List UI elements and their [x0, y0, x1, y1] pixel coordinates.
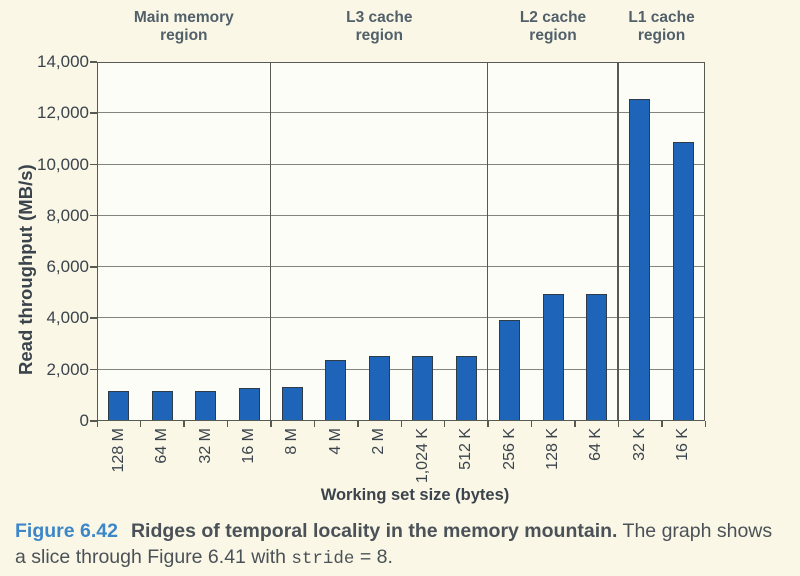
- x-tick-mark: [96, 421, 98, 427]
- x-label-16M: 16 M: [240, 428, 257, 464]
- y-tick-mark: [90, 163, 97, 166]
- gridline-12000: [98, 112, 704, 114]
- y-tick-label-2000: 2,000: [46, 359, 89, 379]
- caption-text-1: The graph shows: [622, 520, 773, 542]
- y-tick-label-4000: 4,000: [46, 308, 89, 328]
- x-label-64M: 64 M: [153, 428, 171, 464]
- gridline-4000: [98, 317, 704, 319]
- x-label-8M: 8 M: [283, 428, 301, 455]
- y-tick-label-0: 0: [79, 411, 89, 430]
- plot-area: [97, 62, 705, 421]
- gridline-2000: [98, 368, 704, 370]
- x-label-128K: 128 K: [544, 428, 561, 470]
- y-tick-mark: [90, 368, 97, 371]
- region-header-l1-cache: L1 cache region: [628, 9, 695, 44]
- bar-128M: [108, 390, 130, 420]
- caption-line-1: Figure 6.42 Ridges of temporal locality i…: [15, 518, 790, 544]
- x-label-4M: 4 M: [326, 428, 344, 455]
- figure-caption: Figure 6.42 Ridges of temporal locality i…: [15, 518, 790, 572]
- caption-line-2: a slice through Figure 6.41 with stride …: [15, 544, 790, 572]
- caption-code: stride: [291, 549, 355, 569]
- gridline-10000: [98, 163, 704, 165]
- x-tick-mark: [400, 421, 402, 427]
- bar-64M: [151, 390, 173, 420]
- x-tick-mark: [487, 421, 489, 427]
- figure-number: Figure 6.42: [15, 520, 118, 542]
- bar-2M: [368, 355, 390, 420]
- x-tick-mark: [574, 421, 576, 427]
- gridline-6000: [98, 266, 704, 268]
- x-label-2M: 2 M: [370, 428, 388, 455]
- x-tick-mark: [443, 421, 446, 427]
- x-label-16K: 16 K: [674, 428, 692, 461]
- y-tick-label-10000: 10,000: [37, 154, 89, 174]
- x-label-1024K: 1,024 K: [413, 428, 431, 484]
- bar-16M: [238, 387, 260, 420]
- caption-title: Ridges of temporal locality in the memor…: [130, 520, 618, 542]
- bar-32K: [629, 99, 651, 420]
- x-axis-title: Working set size (bytes): [320, 486, 510, 504]
- x-tick-mark: [270, 421, 272, 427]
- y-tick-label-12000: 12,000: [37, 103, 89, 123]
- bar-64K: [585, 294, 607, 420]
- region-divider: [486, 63, 489, 420]
- x-tick-mark: [617, 421, 620, 427]
- bar-4M: [325, 359, 347, 420]
- y-tick-label-14000: 14,000: [37, 52, 89, 71]
- caption-text-3: = 8.: [354, 546, 393, 568]
- y-tick-label-8000: 8,000: [46, 205, 89, 225]
- x-tick-mark: [226, 421, 229, 427]
- y-tick-mark: [90, 214, 97, 217]
- x-label-32M: 32 M: [196, 428, 214, 464]
- y-tick-mark: [90, 61, 97, 63]
- x-tick-mark: [357, 421, 359, 427]
- bar-256K: [499, 320, 521, 420]
- caption-text-2: a slice through Figure 6.41 with: [15, 546, 292, 568]
- region-divider: [617, 63, 619, 420]
- y-tick-mark: [90, 317, 97, 319]
- bar-128K: [542, 294, 564, 420]
- y-tick-mark: [90, 266, 97, 268]
- x-tick-mark: [704, 421, 706, 427]
- bar-1024K: [412, 355, 434, 420]
- region-header-l2-cache: L2 cache region: [519, 9, 587, 44]
- gridline-8000: [98, 214, 704, 216]
- x-tick-mark: [183, 421, 185, 427]
- x-label-64K: 64 K: [587, 428, 605, 461]
- x-tick-mark: [139, 421, 142, 427]
- region-header-l3-cache: L3 cache region: [346, 9, 413, 44]
- x-tick-mark: [530, 421, 533, 427]
- y-tick-mark: [90, 112, 97, 114]
- bar-512K: [455, 355, 477, 420]
- y-tick-label-6000: 6,000: [46, 257, 89, 277]
- x-tick-mark: [661, 421, 663, 427]
- x-label-128M: 128 M: [109, 428, 127, 473]
- x-label-256K: 256 K: [500, 428, 518, 470]
- x-label-512K: 512 K: [457, 428, 475, 470]
- bar-16K: [672, 141, 694, 420]
- x-tick-mark: [313, 421, 316, 427]
- bar-8M: [281, 386, 303, 420]
- region-header-main-memory: Main memory region: [133, 9, 234, 44]
- bar-32M: [195, 390, 217, 420]
- y-tick-mark: [90, 420, 97, 422]
- region-divider: [269, 63, 272, 420]
- x-label-32K: 32 K: [630, 428, 648, 461]
